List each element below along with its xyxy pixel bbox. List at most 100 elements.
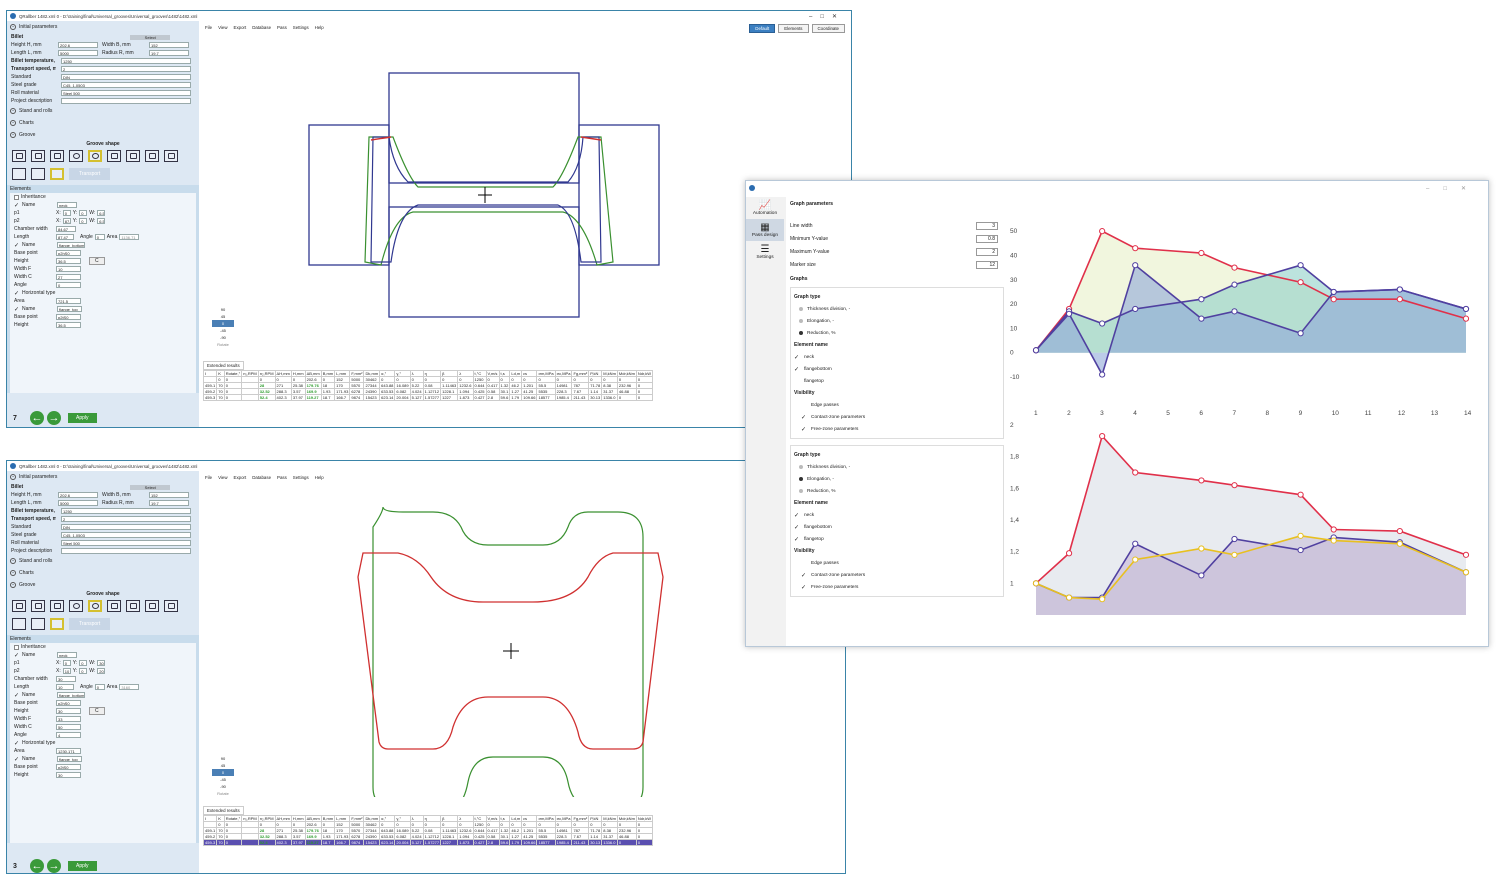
radio-icon[interactable] <box>799 489 803 493</box>
angle2-row-input[interactable]: 4 <box>56 732 81 738</box>
groove-double-hex-icon[interactable] <box>126 600 140 612</box>
column-header[interactable]: σm,MPa <box>536 370 556 377</box>
check-icon[interactable]: ✓ <box>801 426 807 433</box>
radio-icon[interactable] <box>799 465 803 469</box>
transport-tab[interactable]: Transport <box>69 168 111 180</box>
base-point2-row-input[interactable]: p2tS0 <box>56 764 81 770</box>
check-icon[interactable]: ✓ <box>14 242 20 249</box>
prev-pass-icon[interactable]: ← <box>30 411 44 425</box>
column-header[interactable]: Ndr,kW <box>635 815 654 822</box>
menu-item-settings[interactable]: Settings <box>292 475 309 480</box>
length-el-row-input[interactable]: 87.47 <box>56 234 74 240</box>
column-header[interactable]: Ld,m <box>509 815 523 822</box>
rotate-90[interactable]: 90 <box>220 307 226 312</box>
next-pass-icon[interactable]: → <box>47 411 61 425</box>
groove-flange-open-icon[interactable] <box>12 618 26 630</box>
menu-item-file[interactable]: File <box>205 25 213 30</box>
column-header[interactable]: V,m/s <box>485 815 500 822</box>
height2-row-input[interactable]: 30 <box>56 772 81 778</box>
section-initial-parameters[interactable]: ⌃ Initial parameters <box>7 21 199 33</box>
nav-pass-design[interactable]: ▦ Pass design <box>746 219 784 241</box>
height-row-input[interactable]: 202.6 <box>58 492 98 498</box>
temperature-row-input[interactable]: 1250 <box>61 508 191 514</box>
check-icon[interactable]: ✓ <box>794 536 800 543</box>
column-header[interactable]: Rotate,° <box>223 815 243 822</box>
height-row-input2[interactable]: 152 <box>149 42 189 48</box>
column-header[interactable]: ΔB,mm <box>304 370 322 377</box>
rotate--45[interactable]: -45 <box>220 777 226 782</box>
p1-row-value[interactable]: 0 <box>62 210 71 216</box>
column-header[interactable]: Rotate,° <box>223 370 243 377</box>
menu-item-view[interactable]: View <box>218 475 228 480</box>
groove-arc-icon[interactable] <box>164 150 178 162</box>
groove-circle-icon[interactable] <box>69 150 83 162</box>
column-header[interactable]: n₁,RPM <box>241 370 259 377</box>
rotate-0[interactable]: 0 <box>212 769 234 776</box>
nav-settings[interactable]: ☰ Settings <box>746 241 784 263</box>
groove-box-small-icon[interactable] <box>31 168 45 180</box>
groove-flange-open-icon[interactable] <box>12 168 26 180</box>
c-button[interactable]: C <box>89 257 105 265</box>
column-header[interactable]: H,mm <box>290 370 306 377</box>
section-groove[interactable]: ⌃ Groove <box>7 129 199 141</box>
graph-type-option[interactable]: Elongation, - <box>791 473 1003 485</box>
elements-button[interactable]: Elements <box>778 24 809 33</box>
height-el-row-input[interactable]: 36.5 <box>56 258 81 264</box>
p2-row-value[interactable]: 0 <box>79 218 88 224</box>
p1-row-value[interactable]: 0 <box>62 660 71 666</box>
min_y-input[interactable]: 0.8 <box>976 234 998 243</box>
section-groove[interactable]: ⌃ Groove <box>7 579 199 591</box>
window-controls[interactable]: –□✕ <box>809 13 845 20</box>
check-icon[interactable]: ✓ <box>794 354 800 361</box>
p1-row-value[interactable]: 0 <box>79 660 88 666</box>
groove-canvas[interactable] <box>203 487 843 797</box>
name-neck-row-input[interactable]: neck <box>57 202 77 208</box>
groove-flange-h-icon[interactable] <box>50 168 64 180</box>
rotate-control[interactable]: 90 45 0 -45 -90 Rotate <box>211 755 235 797</box>
roll-select-input[interactable]: Steel 500 <box>61 90 191 96</box>
visibility-option[interactable]: ✓ Free-zone parameters <box>791 423 1003 435</box>
groove-hexagon-icon[interactable] <box>50 600 64 612</box>
column-header[interactable]: σm,MPa <box>536 815 556 822</box>
menu-item-export[interactable]: Export <box>233 475 247 480</box>
width-c-row-input[interactable]: 27 <box>56 274 81 280</box>
table-row[interactable]: 0 0 0 0 0 202.6 0 152 5000 30462 0 0 0 0 0 0 1250 0 0 0 0 0 0 0… <box>202 376 654 383</box>
project-row-input[interactable] <box>61 98 191 104</box>
section-initial-parameters[interactable]: ⌃ Initial parameters <box>7 471 199 483</box>
column-header[interactable]: n₂,RPM <box>257 370 276 377</box>
base-point-row-input[interactable]: p2hS0 <box>56 700 81 706</box>
steel-select-input[interactable]: C45, 1.0503 <box>61 532 191 538</box>
visibility-option[interactable]: ✓ Contact-zone parameters <box>791 411 1003 423</box>
coordinate-button[interactable]: Coordinate <box>811 24 845 33</box>
check-icon[interactable]: ✓ <box>14 692 20 699</box>
section-charts[interactable]: ⌃ Charts <box>7 567 199 579</box>
expand-icon[interactable]: ⌃ <box>10 570 16 576</box>
menu-item-file[interactable]: File <box>205 475 213 480</box>
length-row-input2[interactable]: 19.7 <box>149 500 189 506</box>
billet-button[interactable]: Select <box>130 34 171 40</box>
roll-select-input[interactable]: Steel 500 <box>61 540 191 546</box>
column-header[interactable]: n₂,RPM <box>257 815 276 822</box>
element-option[interactable]: ✓ neck <box>791 509 1003 521</box>
base-point2-row-input[interactable]: p2tS0 <box>56 314 81 320</box>
chamber-row-input[interactable]: 30 <box>56 676 76 682</box>
column-header[interactable]: Fg,mm² <box>571 815 590 822</box>
extended-results-tab[interactable]: Extended results <box>203 806 244 815</box>
apply-button[interactable]: Apply <box>68 861 97 871</box>
visibility-option[interactable]: Edge passes <box>791 557 1003 569</box>
width-f-row-input[interactable]: 10 <box>56 266 81 272</box>
column-header[interactable]: n₁,RPM <box>241 815 259 822</box>
element-option[interactable]: ✓ flangebottom <box>791 363 1003 375</box>
column-header[interactable]: F,mm² <box>349 815 365 822</box>
check-icon[interactable]: ✓ <box>14 202 20 209</box>
menu-item-export[interactable]: Export <box>233 25 247 30</box>
nav-automation[interactable]: 📈 Automation <box>746 197 784 219</box>
column-header[interactable]: H,mm <box>290 815 306 822</box>
area2-row-input[interactable]: 721.5 <box>56 298 81 304</box>
name-flange-bottom-row-input[interactable]: flange_bottom <box>57 242 85 248</box>
section-stand[interactable]: ⌃ Stand and rolls <box>7 105 199 117</box>
radio-icon[interactable] <box>799 477 803 481</box>
groove-box-icon[interactable] <box>12 600 26 612</box>
name-flange-top-row-input[interactable]: flange_top <box>57 306 82 312</box>
check-icon[interactable]: ✓ <box>801 584 807 591</box>
